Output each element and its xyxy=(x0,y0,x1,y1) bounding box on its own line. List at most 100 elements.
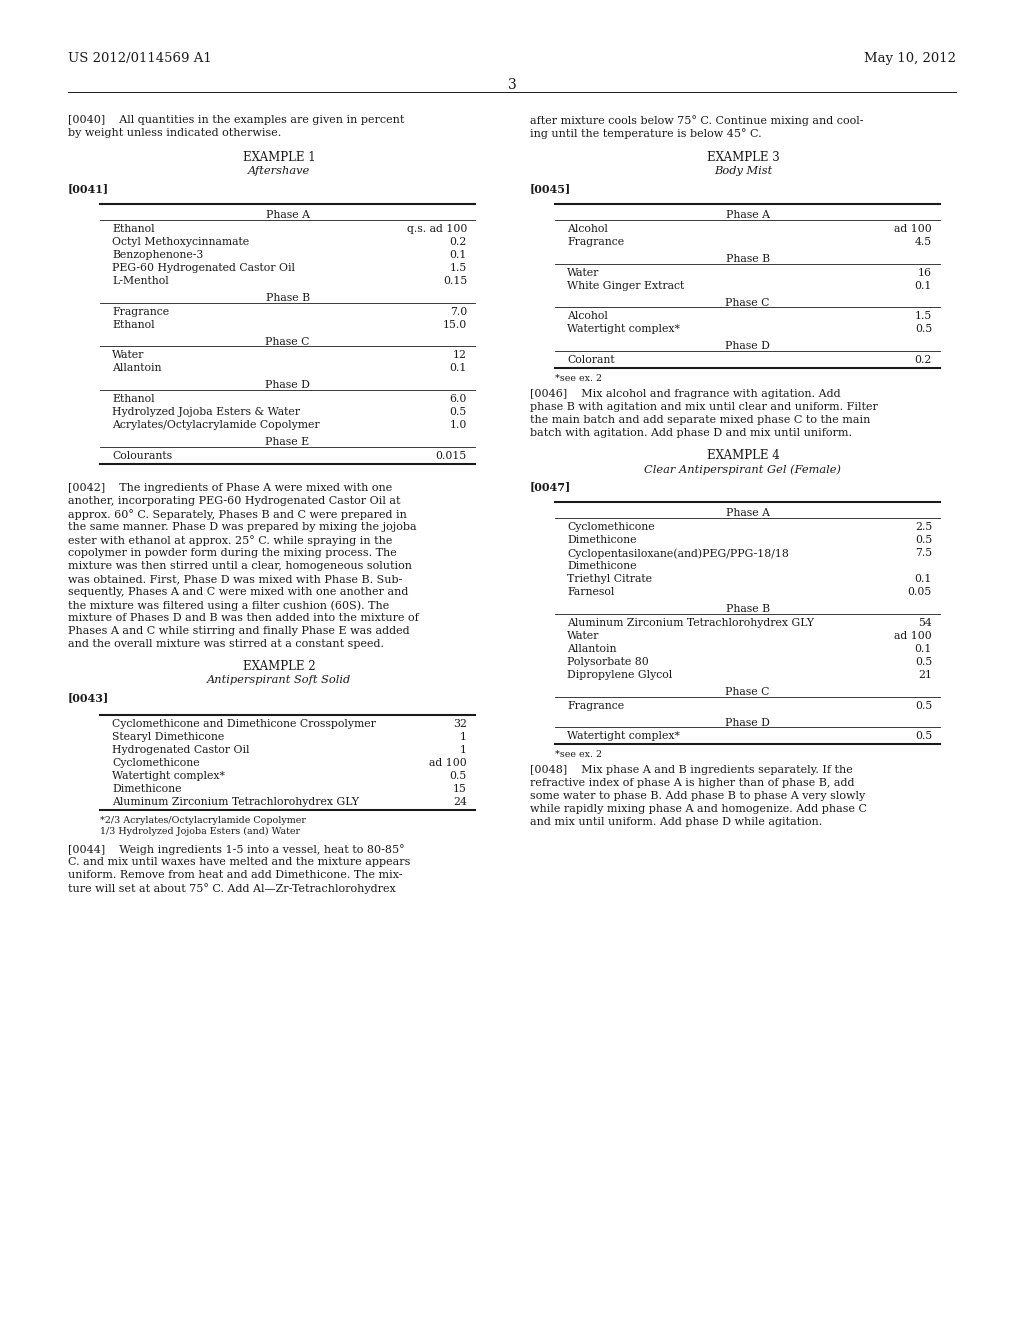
Text: Colorant: Colorant xyxy=(567,355,614,366)
Text: 0.2: 0.2 xyxy=(450,236,467,247)
Text: Phase E: Phase E xyxy=(265,437,309,447)
Text: 12: 12 xyxy=(453,350,467,360)
Text: EXAMPLE 2: EXAMPLE 2 xyxy=(243,660,315,673)
Text: Water: Water xyxy=(112,350,144,360)
Text: [0041]: [0041] xyxy=(68,183,110,194)
Text: PEG-60 Hydrogenated Castor Oil: PEG-60 Hydrogenated Castor Oil xyxy=(112,263,295,273)
Text: 0.2: 0.2 xyxy=(914,355,932,366)
Text: Ethanol: Ethanol xyxy=(112,224,155,234)
Text: Allantoin: Allantoin xyxy=(567,644,616,653)
Text: EXAMPLE 3: EXAMPLE 3 xyxy=(707,150,779,164)
Text: Cyclopentasiloxane(and)PEG/PPG-18/18: Cyclopentasiloxane(and)PEG/PPG-18/18 xyxy=(567,548,788,558)
Text: 1.5: 1.5 xyxy=(450,263,467,273)
Text: EXAMPLE 4: EXAMPLE 4 xyxy=(707,449,779,462)
Text: 0.1: 0.1 xyxy=(914,281,932,290)
Text: 15: 15 xyxy=(454,784,467,795)
Text: and the overall mixture was stirred at a constant speed.: and the overall mixture was stirred at a… xyxy=(68,639,384,649)
Text: 54: 54 xyxy=(919,618,932,628)
Text: after mixture cools below 75° C. Continue mixing and cool-: after mixture cools below 75° C. Continu… xyxy=(530,115,863,125)
Text: was obtained. First, Phase D was mixed with Phase B. Sub-: was obtained. First, Phase D was mixed w… xyxy=(68,574,402,583)
Text: another, incorporating PEG-60 Hydrogenated Castor Oil at: another, incorporating PEG-60 Hydrogenat… xyxy=(68,496,400,506)
Text: 0.5: 0.5 xyxy=(450,771,467,781)
Text: mixture was then stirred until a clear, homogeneous solution: mixture was then stirred until a clear, … xyxy=(68,561,412,572)
Text: 0.1: 0.1 xyxy=(914,574,932,583)
Text: [0046]    Mix alcohol and fragrance with agitation. Add: [0046] Mix alcohol and fragrance with ag… xyxy=(530,389,841,399)
Text: Triethyl Citrate: Triethyl Citrate xyxy=(567,574,652,583)
Text: 0.15: 0.15 xyxy=(442,276,467,286)
Text: ad 100: ad 100 xyxy=(429,758,467,768)
Text: Clear Antiperspirant Gel (Female): Clear Antiperspirant Gel (Female) xyxy=(644,465,842,475)
Text: some water to phase B. Add phase B to phase A very slowly: some water to phase B. Add phase B to ph… xyxy=(530,792,865,801)
Text: [0043]: [0043] xyxy=(68,692,110,704)
Text: US 2012/0114569 A1: US 2012/0114569 A1 xyxy=(68,51,212,65)
Text: Body Mist: Body Mist xyxy=(714,166,772,176)
Text: 0.5: 0.5 xyxy=(450,407,467,417)
Text: 1: 1 xyxy=(460,744,467,755)
Text: 6.0: 6.0 xyxy=(450,395,467,404)
Text: 16: 16 xyxy=(918,268,932,277)
Text: Aftershave: Aftershave xyxy=(248,166,310,176)
Text: the same manner. Phase D was prepared by mixing the jojoba: the same manner. Phase D was prepared by… xyxy=(68,521,417,532)
Text: 0.1: 0.1 xyxy=(450,249,467,260)
Text: 0.5: 0.5 xyxy=(914,701,932,710)
Text: 24: 24 xyxy=(454,797,467,807)
Text: 1.0: 1.0 xyxy=(450,420,467,430)
Text: Aluminum Zirconium Tetrachlorohydrex GLY: Aluminum Zirconium Tetrachlorohydrex GLY xyxy=(112,797,359,807)
Text: 0.5: 0.5 xyxy=(914,657,932,667)
Text: 0.5: 0.5 xyxy=(914,325,932,334)
Text: phase B with agitation and mix until clear and uniform. Filter: phase B with agitation and mix until cle… xyxy=(530,403,878,412)
Text: uniform. Remove from heat and add Dimethicone. The mix-: uniform. Remove from heat and add Dimeth… xyxy=(68,870,402,880)
Text: 32: 32 xyxy=(453,719,467,729)
Text: Acrylates/Octylacrylamide Copolymer: Acrylates/Octylacrylamide Copolymer xyxy=(112,420,319,430)
Text: Phase B: Phase B xyxy=(725,253,769,264)
Text: Dimethicone: Dimethicone xyxy=(567,561,637,572)
Text: 0.015: 0.015 xyxy=(436,451,467,461)
Text: 0.5: 0.5 xyxy=(914,731,932,742)
Text: Ethanol: Ethanol xyxy=(112,319,155,330)
Text: [0048]    Mix phase A and B ingredients separately. If the: [0048] Mix phase A and B ingredients sep… xyxy=(530,766,853,775)
Text: refractive index of phase A is higher than of phase B, add: refractive index of phase A is higher th… xyxy=(530,779,854,788)
Text: [0044]    Weigh ingredients 1-5 into a vessel, heat to 80-85°: [0044] Weigh ingredients 1-5 into a vess… xyxy=(68,843,404,855)
Text: 1: 1 xyxy=(460,733,467,742)
Text: and mix until uniform. Add phase D while agitation.: and mix until uniform. Add phase D while… xyxy=(530,817,822,828)
Text: Aluminum Zirconium Tetrachlorohydrex GLY: Aluminum Zirconium Tetrachlorohydrex GLY xyxy=(567,618,814,628)
Text: Ethanol: Ethanol xyxy=(112,395,155,404)
Text: 7.5: 7.5 xyxy=(914,548,932,558)
Text: copolymer in powder form during the mixing process. The: copolymer in powder form during the mixi… xyxy=(68,548,396,558)
Text: Antiperspirant Soft Solid: Antiperspirant Soft Solid xyxy=(207,675,351,685)
Text: ad 100: ad 100 xyxy=(894,224,932,234)
Text: Watertight complex*: Watertight complex* xyxy=(112,771,225,781)
Text: Benzophenone-3: Benzophenone-3 xyxy=(112,249,204,260)
Text: 1/3 Hydrolyzed Jojoba Esters (and) Water: 1/3 Hydrolyzed Jojoba Esters (and) Water xyxy=(100,828,300,836)
Text: 7.0: 7.0 xyxy=(450,306,467,317)
Text: 0.1: 0.1 xyxy=(450,363,467,374)
Text: batch with agitation. Add phase D and mix until uniform.: batch with agitation. Add phase D and mi… xyxy=(530,428,852,438)
Text: Watertight complex*: Watertight complex* xyxy=(567,731,680,742)
Text: Farnesol: Farnesol xyxy=(567,587,614,597)
Text: Phase A: Phase A xyxy=(265,210,309,220)
Text: ester with ethanol at approx. 25° C. while spraying in the: ester with ethanol at approx. 25° C. whi… xyxy=(68,535,392,546)
Text: approx. 60° C. Separately, Phases B and C were prepared in: approx. 60° C. Separately, Phases B and … xyxy=(68,510,407,520)
Text: 0.1: 0.1 xyxy=(914,644,932,653)
Text: Cyclomethicone and Dimethicone Crosspolymer: Cyclomethicone and Dimethicone Crosspoly… xyxy=(112,719,376,729)
Text: 4.5: 4.5 xyxy=(914,236,932,247)
Text: ture will set at about 75° C. Add Al—Zr-Tetrachlorohydrex: ture will set at about 75° C. Add Al—Zr-… xyxy=(68,883,395,894)
Text: [0040]    All quantities in the examples are given in percent: [0040] All quantities in the examples ar… xyxy=(68,115,404,125)
Text: ing until the temperature is below 45° C.: ing until the temperature is below 45° C… xyxy=(530,128,762,139)
Text: Phase B: Phase B xyxy=(725,605,769,614)
Text: 0.5: 0.5 xyxy=(914,535,932,545)
Text: Fragrance: Fragrance xyxy=(112,306,169,317)
Text: Dimethicone: Dimethicone xyxy=(112,784,181,795)
Text: Phase C: Phase C xyxy=(725,686,770,697)
Text: 2.5: 2.5 xyxy=(914,521,932,532)
Text: Stearyl Dimethicone: Stearyl Dimethicone xyxy=(112,733,224,742)
Text: Water: Water xyxy=(567,268,599,277)
Text: Phase C: Phase C xyxy=(265,337,309,347)
Text: C. and mix until waxes have melted and the mixture appears: C. and mix until waxes have melted and t… xyxy=(68,857,411,867)
Text: mixture of Phases D and B was then added into the mixture of: mixture of Phases D and B was then added… xyxy=(68,612,419,623)
Text: Dipropylene Glycol: Dipropylene Glycol xyxy=(567,669,672,680)
Text: Watertight complex*: Watertight complex* xyxy=(567,325,680,334)
Text: ad 100: ad 100 xyxy=(894,631,932,640)
Text: sequently, Phases A and C were mixed with one another and: sequently, Phases A and C were mixed wit… xyxy=(68,587,409,597)
Text: *see ex. 2: *see ex. 2 xyxy=(555,374,602,383)
